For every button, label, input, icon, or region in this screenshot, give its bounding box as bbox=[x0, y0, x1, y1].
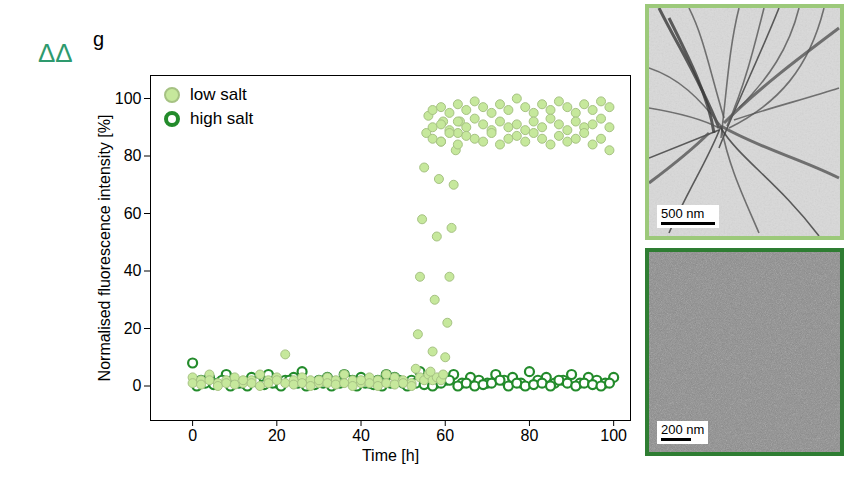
html-text:ΔΔ: ΔΔ bbox=[38, 38, 73, 68]
html-text:low salt: low salt bbox=[190, 85, 247, 104]
svg-text:80: 80 bbox=[521, 427, 539, 444]
html-text:high salt: high salt bbox=[190, 109, 254, 128]
svg-text:80: 80 bbox=[124, 147, 142, 164]
svg-text:Normalised fluorescence intens: Normalised fluorescence intensity [%] bbox=[96, 115, 113, 382]
svg-text:0: 0 bbox=[133, 377, 142, 394]
svg-text:20: 20 bbox=[124, 320, 142, 337]
svg-text:0: 0 bbox=[188, 427, 197, 444]
svg-text:20: 20 bbox=[268, 427, 286, 444]
svg-text:Time [h]: Time [h] bbox=[362, 447, 419, 464]
svg-text:100: 100 bbox=[115, 90, 142, 107]
svg-text:40: 40 bbox=[124, 262, 142, 279]
svg-text:60: 60 bbox=[436, 427, 454, 444]
html-text:200 nm: 200 nm bbox=[661, 422, 705, 437]
svg-text:60: 60 bbox=[124, 205, 142, 222]
html-text:500 nm: 500 nm bbox=[661, 206, 705, 221]
svg-text:100: 100 bbox=[600, 427, 627, 444]
svg-text:40: 40 bbox=[352, 427, 370, 444]
html-text:g: g bbox=[93, 28, 105, 50]
